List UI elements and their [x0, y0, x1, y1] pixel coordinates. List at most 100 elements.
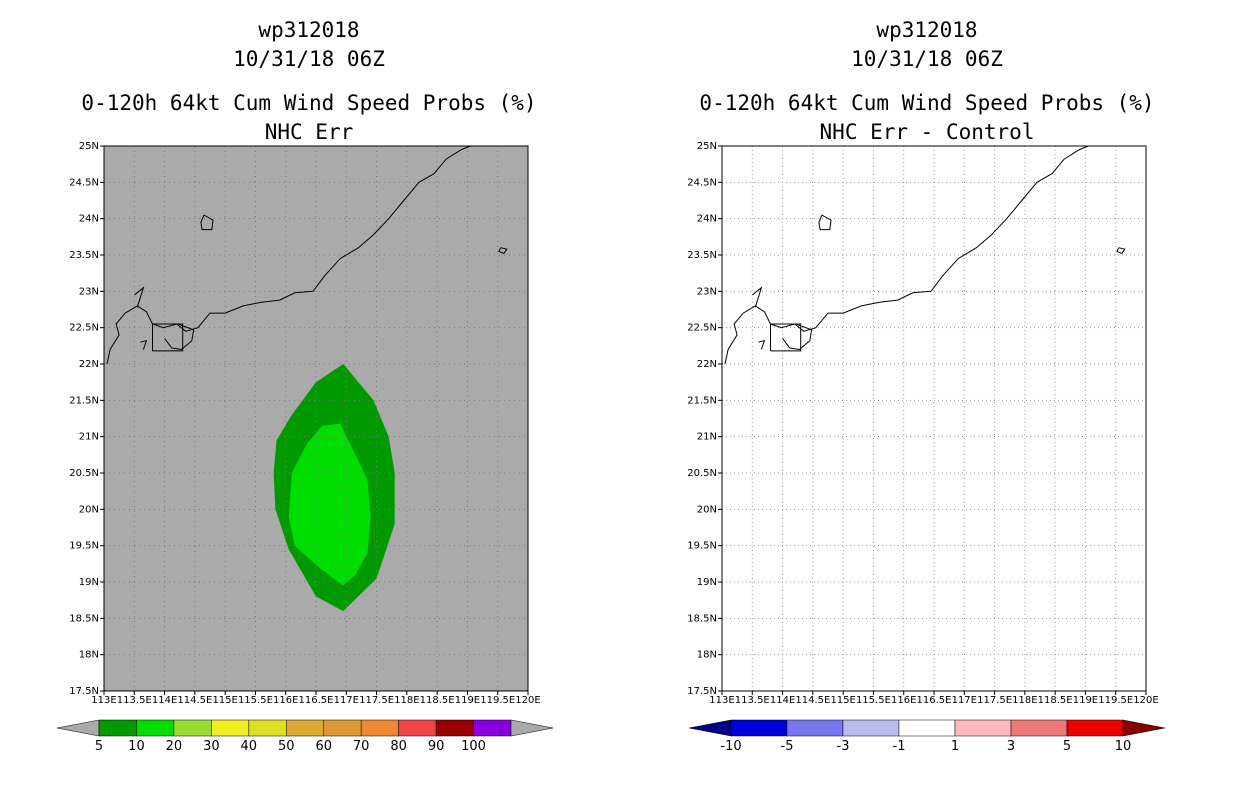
- panel-title-product: 0-120h 64kt Cum Wind Speed Probs (%): [81, 91, 537, 115]
- colorbar-swatch: [842, 719, 900, 737]
- y-tick-label: 22.5N: [69, 323, 99, 334]
- colorbar-swatch: [435, 719, 474, 737]
- x-tick-label: 119.5E: [1098, 695, 1133, 706]
- coastline: [1116, 247, 1126, 255]
- colorbar-label: 70: [353, 739, 370, 754]
- panel-title-subtitle: NHC Err - Control: [819, 120, 1035, 144]
- colorbar-label: 40: [241, 739, 258, 754]
- colorbar-swatch: [360, 719, 399, 737]
- contour-10-20: [288, 423, 371, 586]
- colorbar-swatch: [398, 719, 437, 737]
- coastline: [140, 339, 148, 350]
- y-tick-label: 21N: [697, 432, 717, 443]
- colorbar-label: 30: [203, 739, 220, 754]
- y-tick-label: 21N: [79, 432, 99, 443]
- x-tick-label: 117.5E: [359, 695, 394, 706]
- x-tick-label: 114E: [152, 695, 177, 706]
- colorbar-swatch: [898, 719, 956, 737]
- y-tick-label: 22N: [79, 359, 99, 370]
- y-tick-label: 23N: [697, 286, 717, 297]
- panel-title-datetime: 10/31/18 06Z: [233, 47, 385, 71]
- x-tick-label: 116.5E: [917, 695, 952, 706]
- y-tick-label: 24N: [79, 214, 99, 225]
- colorbar-under-arrow: [56, 719, 100, 737]
- colorbar-label: 80: [390, 739, 407, 754]
- colorbar-swatch: [786, 719, 844, 737]
- y-tick-label: 19.5N: [69, 541, 99, 552]
- colorbar-swatch: [98, 719, 137, 737]
- y-tick-label: 19N: [697, 577, 717, 588]
- y-tick-label: 24N: [697, 214, 717, 225]
- x-tick-label: 114.5E: [795, 695, 830, 706]
- y-tick-label: 21.5N: [69, 395, 99, 406]
- x-tick-label: 113E: [709, 695, 734, 706]
- x-tick-label: 117E: [334, 695, 359, 706]
- colorbar-label: 10: [128, 739, 145, 754]
- colorbar-swatch: [286, 719, 324, 737]
- x-tick-label: 117.5E: [977, 695, 1012, 706]
- colorbar-label: 20: [166, 739, 183, 754]
- coastline: [770, 323, 802, 352]
- y-tick-label: 20N: [79, 504, 99, 515]
- colorbar-swatch: [173, 719, 212, 737]
- colorbar-swatch: [323, 719, 362, 737]
- y-tick-label: 21.5N: [687, 395, 717, 406]
- probability-map-chart: 113E 113.5E 114E 114.5E 115E 115.5E 116E 116.5E…: [56, 141, 554, 754]
- coastline: [782, 323, 813, 351]
- colorbar-label: -1: [893, 739, 906, 754]
- colorbar-label: 5: [1063, 739, 1071, 754]
- colorbar-label: -3: [837, 739, 850, 754]
- coastline: [152, 323, 184, 352]
- panel-title-datetime: 10/31/18 06Z: [851, 47, 1003, 71]
- colorbar-label: 5: [95, 739, 103, 754]
- y-tick-label: 23.5N: [69, 250, 99, 261]
- panel-title-subtitle: NHC Err: [264, 120, 354, 144]
- colorbar-swatch: [1066, 719, 1124, 737]
- y-tick-label: 23N: [79, 286, 99, 297]
- y-tick-label: 22N: [697, 359, 717, 370]
- x-tick-label: 113E: [91, 695, 116, 706]
- x-tick-label: 115E: [212, 695, 237, 706]
- colorbar-swatch: [211, 719, 250, 737]
- y-tick-label: 25N: [79, 141, 99, 152]
- x-tick-label: 118E: [1012, 695, 1037, 706]
- y-tick-label: 18N: [697, 650, 717, 661]
- x-tick-label: 120E: [515, 695, 540, 706]
- coastline: [724, 145, 1089, 365]
- coastline: [106, 145, 471, 365]
- y-tick-label: 20.5N: [687, 468, 717, 479]
- coastline: [164, 323, 195, 351]
- y-tick-label: 24.5N: [687, 177, 717, 188]
- colorbar-over-arrow: [510, 719, 554, 737]
- colorbar-label: -5: [781, 739, 794, 754]
- y-tick-label: 19N: [79, 577, 99, 588]
- x-tick-label: 115.5E: [238, 695, 273, 706]
- y-tick-label: 25N: [697, 141, 717, 152]
- x-tick-label: 119E: [455, 695, 480, 706]
- x-tick-label: 114E: [770, 695, 795, 706]
- y-tick-label: 24.5N: [69, 177, 99, 188]
- panel-title-product: 0-120h 64kt Cum Wind Speed Probs (%): [699, 91, 1155, 115]
- right-panel: wp312018 10/31/18 06Z 0-120h 64kt Cum Wi…: [618, 0, 1236, 800]
- difference-map-chart: 113E 113.5E 114E 114.5E 115E 115.5E 116E 116.5E…: [687, 141, 1166, 754]
- y-tick-label: 18.5N: [687, 613, 717, 624]
- x-tick-label: 115E: [830, 695, 855, 706]
- x-tick-label: 117E: [952, 695, 977, 706]
- coastline: [751, 286, 763, 308]
- x-tick-label: 120E: [1133, 695, 1158, 706]
- colorbar-over-arrow: [1122, 719, 1166, 737]
- x-tick-label: 118E: [394, 695, 419, 706]
- coastline: [818, 214, 832, 231]
- y-tick-label: 18N: [79, 650, 99, 661]
- panel-title-storm-id: wp312018: [258, 18, 360, 42]
- colorbar-swatch: [473, 719, 512, 737]
- y-tick-label: 23.5N: [687, 250, 717, 261]
- colorbar-swatch: [136, 719, 175, 737]
- colorbar-label: 3: [1007, 739, 1015, 754]
- x-tick-label: 116.5E: [299, 695, 334, 706]
- colorbar-label: -10: [720, 739, 741, 754]
- coastline: [200, 214, 214, 231]
- coastline: [133, 286, 145, 308]
- y-tick-label: 22.5N: [687, 323, 717, 334]
- x-tick-label: 114.5E: [177, 695, 212, 706]
